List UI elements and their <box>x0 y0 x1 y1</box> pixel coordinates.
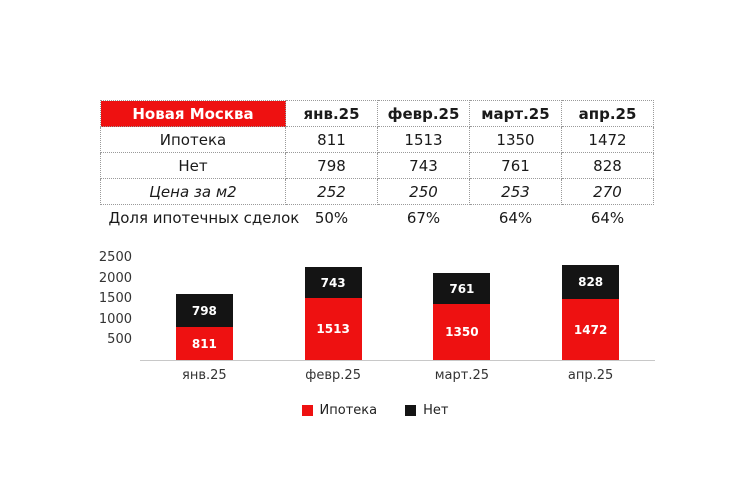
legend-item: Ипотека <box>301 403 378 418</box>
bar-value-label: 798 <box>191 303 217 318</box>
column-header-jan: янв.25 <box>285 100 378 127</box>
cell-price-feb: 250 <box>377 178 470 205</box>
cell-share-apr: 64% <box>590 208 625 227</box>
legend-label: Нет <box>423 403 449 418</box>
cell-no-mortgage-apr: 828 <box>561 152 654 179</box>
legend-swatch <box>405 405 417 416</box>
y-tick-label: 2000 <box>98 270 132 286</box>
legend-item: Нет <box>405 403 448 418</box>
x-axis-label: янв.25 <box>182 368 227 383</box>
cell-mortgage-jan: 811 <box>285 126 378 153</box>
chart-body: 500 1000 1500 2000 2500 798 811 743 1513 761 1350… <box>95 251 655 383</box>
table-row-mortgage: Ипотека 811 1513 1350 1472 <box>100 126 654 153</box>
y-tick-label: 1000 <box>98 311 132 327</box>
bar-value-label: 1472 <box>573 322 608 337</box>
chart-legend: Ипотека Нет <box>95 403 655 418</box>
cell-price-apr: 270 <box>561 178 654 205</box>
bar-segment: 1350 <box>433 304 491 360</box>
table-row-no-mortgage: Нет 798 743 761 828 <box>100 152 654 179</box>
bar-column: 828 1472 <box>526 258 655 360</box>
bar-column: 743 1513 <box>269 258 398 360</box>
bar-value-label: 828 <box>578 275 604 289</box>
legend-swatch <box>301 405 313 416</box>
row-label-share: Доля ипотечных сделок <box>108 208 300 227</box>
column-header-apr: апр.25 <box>561 100 654 127</box>
cell-price-jan: 252 <box>285 178 378 205</box>
bar-stack: 743 1513 <box>304 267 362 360</box>
bar-value-label: 811 <box>191 336 217 351</box>
bar-stack: 828 1472 <box>562 265 620 360</box>
row-label-mortgage: Ипотека <box>100 126 286 153</box>
bar-segment: 1472 <box>562 299 620 360</box>
plot-wrap: 798 811 743 1513 761 1350 828 1472 янв.25 февр.2… <box>140 258 655 383</box>
bar-value-label: 1350 <box>445 325 479 339</box>
row-label-price: Цена за м2 <box>100 178 286 205</box>
cell-share-mar: 64% <box>498 208 533 227</box>
cell-mortgage-apr: 1472 <box>561 126 654 153</box>
bar-column: 798 811 <box>140 258 269 360</box>
column-header-feb: февр.25 <box>377 100 470 127</box>
bar-segment: 761 <box>433 273 491 304</box>
stacked-bar-chart: 500 1000 1500 2000 2500 798 811 743 1513 761 1350… <box>95 251 655 418</box>
cell-mortgage-feb: 1513 <box>377 126 470 153</box>
cell-no-mortgage-jan: 798 <box>285 152 378 179</box>
x-axis: янв.25 февр.25 март.25 апр.25 <box>140 368 655 383</box>
bar-stack: 761 1350 <box>433 273 491 360</box>
column-header-mar: март.25 <box>469 100 562 127</box>
table-title: Новая Москва <box>100 100 286 127</box>
bar-segment: 828 <box>562 265 620 299</box>
bar-value-label: 761 <box>449 281 475 296</box>
table-row-price: Цена за м2 252 250 253 270 <box>100 178 654 205</box>
bar-value-label: 1513 <box>316 322 350 336</box>
data-table: Новая Москва янв.25 февр.25 март.25 апр.… <box>100 100 654 231</box>
row-label-no-mortgage: Нет <box>100 152 286 179</box>
bar-column: 761 1350 <box>398 258 527 360</box>
cell-no-mortgage-mar: 761 <box>469 152 562 179</box>
bar-stack: 798 811 <box>175 294 233 360</box>
y-tick-label: 1500 <box>98 291 132 307</box>
cell-mortgage-mar: 1350 <box>469 126 562 153</box>
legend-label: Ипотека <box>319 403 378 418</box>
table-header-row: Новая Москва янв.25 февр.25 март.25 апр.… <box>100 100 654 127</box>
bar-segment: 798 <box>175 294 233 327</box>
bar-segment: 811 <box>175 327 233 360</box>
cell-no-mortgage-feb: 743 <box>377 152 470 179</box>
cell-share-feb: 67% <box>406 208 441 227</box>
y-axis: 500 1000 1500 2000 2500 <box>95 251 140 361</box>
bar-segment: 743 <box>304 267 362 298</box>
bar-value-label: 743 <box>320 275 346 290</box>
x-axis-label: март.25 <box>434 368 490 383</box>
table-row-share: Доля ипотечных сделок 50% 67% 64% 64% <box>101 205 654 231</box>
x-axis-label: апр.25 <box>567 368 614 383</box>
y-tick-label: 2500 <box>98 250 132 265</box>
cell-share-jan: 50% <box>314 208 349 227</box>
plot-area: 798 811 743 1513 761 1350 828 1472 <box>140 258 655 361</box>
cell-price-mar: 253 <box>469 178 562 205</box>
y-tick-label: 500 <box>107 332 132 348</box>
bar-segment: 1513 <box>304 298 362 360</box>
x-axis-label: февр.25 <box>305 368 361 383</box>
